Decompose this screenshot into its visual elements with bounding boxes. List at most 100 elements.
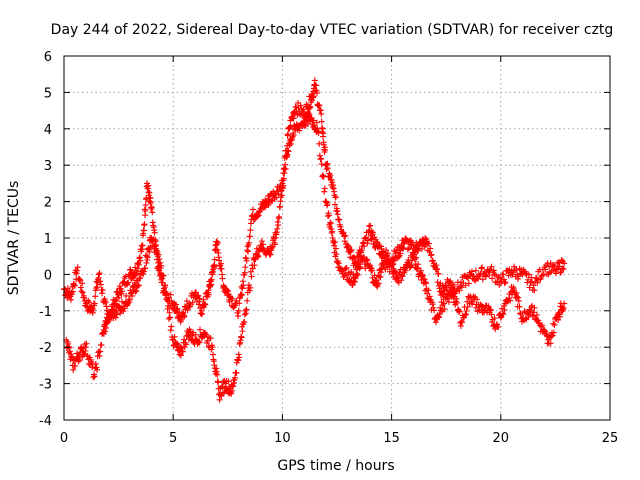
data-point-fill [216, 396, 223, 403]
data-point-fill [476, 273, 483, 280]
data-point-fill [141, 221, 148, 228]
data-point-fill [297, 102, 304, 109]
data-point-fill [247, 284, 254, 291]
data-point-fill [515, 297, 522, 304]
data-point-fill [162, 282, 169, 289]
data-point-fill [462, 311, 469, 318]
data-point-fill [165, 315, 172, 322]
data-point-fill [142, 202, 149, 209]
data-point-fill [359, 239, 366, 246]
data-point-fill [507, 297, 514, 304]
data-point-fill [375, 280, 382, 287]
data-point-fill [200, 296, 207, 303]
data-point-fill [527, 307, 534, 314]
data-point-fill [407, 263, 414, 270]
data-point-fill [429, 257, 436, 264]
data-point-fill [464, 273, 471, 280]
data-point-fill [247, 227, 254, 234]
data-point-fill [558, 269, 565, 276]
data-point-fill [66, 348, 73, 355]
y-tick-label: -4 [39, 414, 52, 429]
data-point-fill [556, 313, 563, 320]
data-point-fill [230, 383, 237, 390]
data-point-fill [285, 131, 292, 138]
data-point-fill [321, 185, 328, 192]
data-point-fill [465, 280, 472, 287]
data-point [213, 238, 220, 245]
data-point-fill [537, 276, 544, 283]
data-point-fill [398, 272, 405, 279]
data-point-fill [373, 277, 380, 284]
data-point-fill [218, 265, 225, 272]
data-point-fill [248, 273, 255, 280]
data-point-fill [265, 248, 272, 255]
data-point-fill [318, 110, 325, 117]
data-point-fill [329, 228, 336, 235]
data-point-fill [163, 294, 170, 301]
data-point-fill [425, 287, 432, 294]
data-point-fill [134, 260, 141, 267]
data-point-fill [525, 314, 532, 321]
data-point-fill [219, 390, 226, 397]
data-point-fill [256, 208, 263, 215]
data-point-fill [369, 267, 376, 274]
data-point-fill [255, 212, 262, 219]
data-point-fill [406, 245, 413, 252]
data-point-fill [316, 140, 323, 147]
x-tick-label: 15 [383, 431, 400, 446]
data-point-fill [76, 276, 83, 283]
data-point-fill [214, 247, 221, 254]
data-point-fill [186, 300, 193, 307]
data-point-fill [118, 290, 125, 297]
data-point-fill [426, 293, 433, 300]
data-point-fill [258, 238, 265, 245]
data-point-fill [434, 279, 441, 286]
data-point-fill [389, 261, 396, 268]
data-point-fill [160, 272, 167, 279]
data-point-fill [377, 269, 384, 276]
data-point-fill [364, 240, 371, 247]
data-point-fill [209, 351, 216, 358]
data-point [510, 285, 517, 292]
data-point-fill [408, 262, 415, 269]
data-point-fill [233, 370, 240, 377]
data-point-fill [455, 308, 462, 315]
data-point-fill [342, 265, 349, 272]
data-point-fill [494, 321, 501, 328]
data-point-fill [463, 308, 470, 315]
data-point-fill [280, 182, 287, 189]
data-point-fill [274, 225, 281, 232]
data-point-fill [158, 262, 165, 269]
data-point-fill [367, 222, 374, 229]
data-point-fill [150, 236, 157, 243]
data-point-fill [474, 296, 481, 303]
data-point-fill [247, 268, 254, 275]
data-point-fill [353, 270, 360, 277]
data-point-fill [68, 291, 75, 298]
data-point-fill [363, 234, 370, 241]
data-point-fill [214, 239, 221, 246]
y-tick-label: -1 [39, 305, 52, 320]
y-tick-label: -3 [39, 378, 52, 393]
data-point-fill [462, 282, 469, 289]
data-point-fill [244, 297, 251, 304]
data-point [139, 242, 146, 249]
data-point-fill [449, 285, 456, 292]
data-point-fill [246, 233, 253, 240]
data-point-fill [431, 307, 438, 314]
data-point-fill [83, 340, 90, 347]
data-point-fill [141, 206, 148, 213]
data-point-fill [307, 103, 314, 110]
data-point-fill [236, 300, 243, 307]
data-point-fill [490, 267, 497, 274]
data-point-fill [140, 227, 147, 234]
data-point-fill [398, 277, 405, 284]
data-point-fill [309, 94, 316, 101]
x-tick-label: 25 [602, 431, 619, 446]
data-point-fill [120, 308, 127, 315]
data-point-fill [102, 299, 109, 306]
data-point-fill [246, 287, 253, 294]
data-point-fill [560, 266, 567, 273]
data-point-fill [229, 295, 236, 302]
